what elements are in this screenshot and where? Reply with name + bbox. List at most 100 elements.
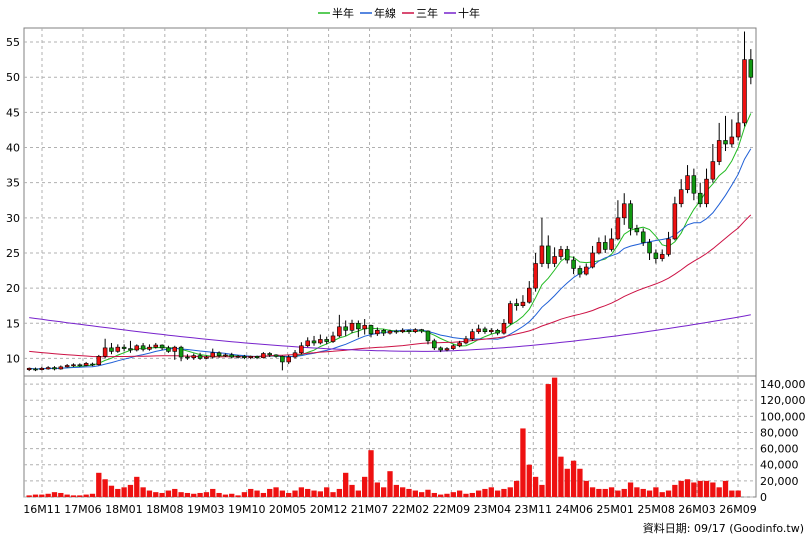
volume-bar: [400, 487, 406, 497]
candle-down: [121, 346, 127, 349]
candle-down: [438, 347, 443, 351]
candle-down: [577, 268, 583, 275]
x-tick-label: 23M11: [515, 503, 553, 516]
candle-down: [419, 329, 424, 332]
volume-bar: [456, 490, 463, 497]
volume-bar: [729, 490, 735, 497]
x-tick-label: 25M01: [596, 503, 634, 516]
volume-bar: [653, 487, 659, 497]
volume-bar: [178, 492, 184, 497]
volume-bar: [70, 495, 77, 497]
volume-bar: [659, 492, 665, 497]
volume-bar: [317, 491, 324, 497]
volume-bar: [39, 494, 45, 497]
volume-bar: [159, 492, 165, 497]
volume-bar: [558, 456, 564, 497]
volume-bar: [418, 492, 425, 497]
candle-up: [305, 340, 310, 347]
candle-up: [413, 329, 418, 333]
candle-up: [444, 348, 450, 351]
candle-down: [52, 367, 57, 370]
volume-bar: [83, 494, 89, 497]
candle-down: [748, 59, 754, 78]
volume-bar: [102, 479, 108, 497]
volume-bar: [279, 490, 286, 497]
candle-up: [299, 345, 304, 354]
candle-down: [140, 345, 146, 350]
candle-up: [716, 140, 722, 162]
volume-bar: [45, 493, 51, 497]
price-tick-label: 15: [6, 317, 20, 330]
legend: 半年 年線 三年 十年: [318, 6, 480, 20]
volume-tick-label: 100,000: [760, 410, 806, 423]
candle-up: [735, 122, 741, 138]
volume-bar: [583, 480, 589, 497]
candle-up: [451, 345, 456, 349]
candle-up: [590, 252, 595, 268]
x-tick-label: 19M03: [187, 503, 225, 516]
volume-bar: [343, 472, 349, 497]
candle-up: [463, 338, 469, 344]
volume-bar: [577, 468, 583, 497]
volume-bar: [710, 482, 716, 497]
volume-bar: [507, 487, 513, 497]
legend-label: 半年: [332, 6, 354, 20]
volume-bar: [596, 488, 602, 497]
candle-down: [381, 330, 386, 334]
x-tick-label: 20M12: [310, 503, 348, 516]
volume-bar: [311, 490, 317, 497]
candle-up: [58, 366, 64, 370]
volume-bar: [615, 490, 621, 497]
volume-bar: [551, 377, 558, 497]
candle-up: [261, 353, 266, 359]
candle-up: [659, 254, 665, 259]
volume-bar: [691, 482, 697, 497]
candle-down: [216, 352, 222, 356]
volume-bar: [96, 472, 102, 497]
volume-bar: [678, 480, 684, 497]
candle-up: [115, 346, 121, 352]
candle-up: [666, 238, 671, 255]
candle-down: [406, 330, 412, 333]
candle-up: [615, 217, 621, 240]
volume-bar: [267, 488, 273, 497]
candle-down: [545, 245, 551, 264]
candle-down: [159, 344, 165, 349]
volume-bar: [305, 488, 311, 497]
candle-up: [710, 161, 716, 180]
volume-bar: [608, 487, 615, 497]
volume-bar: [564, 468, 570, 497]
candle-down: [571, 259, 576, 269]
candle-up: [172, 346, 178, 352]
ma-ten-year-line: [29, 314, 751, 352]
candle-down: [647, 242, 652, 254]
x-tick-label: 24M06: [555, 503, 593, 516]
candle-down: [178, 346, 184, 358]
candle-down: [634, 228, 640, 233]
candle-down: [602, 242, 608, 250]
volume-bar: [368, 450, 374, 497]
candle-down: [229, 354, 235, 358]
volume-bar: [222, 494, 229, 497]
volume-bar: [374, 482, 380, 497]
volume-tick-label: 60,000: [760, 443, 799, 456]
volume-bar: [501, 488, 507, 497]
candle-down: [653, 252, 659, 259]
candle-up: [337, 326, 342, 337]
candle-up: [501, 322, 507, 334]
volume-bar: [298, 487, 305, 497]
volume-bar: [241, 492, 248, 497]
candle-up: [558, 249, 564, 257]
candle-up: [39, 367, 45, 370]
volume-bar: [475, 490, 482, 497]
volume-bar: [229, 493, 235, 497]
x-tick-label: 18M01: [105, 503, 143, 516]
candle-down: [368, 325, 374, 335]
candle-up: [742, 59, 747, 124]
x-tick-label: 17M06: [64, 503, 102, 516]
candle-up: [685, 175, 690, 190]
candle-up: [609, 238, 614, 250]
volume-bar: [77, 495, 83, 497]
candle-down: [166, 347, 171, 352]
volume-tick-label: 20,000: [760, 475, 799, 488]
